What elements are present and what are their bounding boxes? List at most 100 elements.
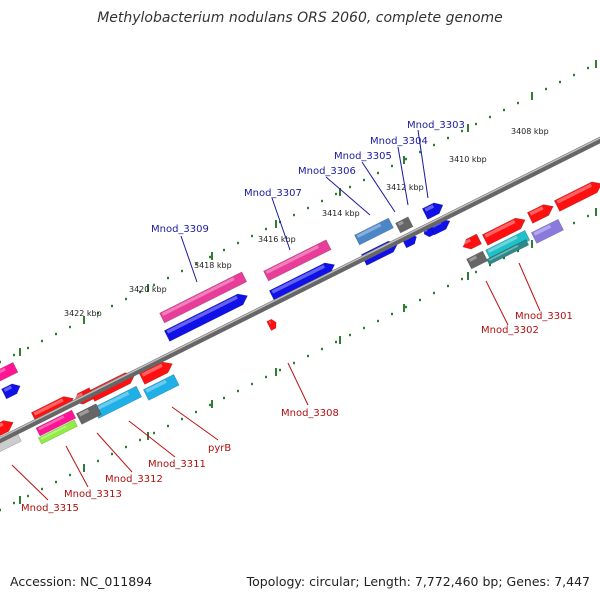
gene-feature-mnod-3301a bbox=[485, 230, 531, 261]
gene-feature-mnod-3303 bbox=[421, 202, 444, 220]
gene-label-mnod-3315[interactable]: Mnod_3315 bbox=[21, 503, 79, 514]
gene-feature-mnod-3305-edge bbox=[395, 216, 414, 234]
gene-feature-mnod-3307-body bbox=[269, 262, 335, 302]
gene-feature-mnod-3307-edge bbox=[268, 262, 336, 302]
scale-label-3418: 3418 kbp bbox=[194, 261, 232, 270]
gene-feature-mnod-3307-shine bbox=[271, 264, 325, 294]
gene-label-mnod-3313[interactable]: Mnod_3313 bbox=[64, 489, 122, 500]
gene-feature-mnod-3301c-body bbox=[531, 219, 564, 244]
gene-feature-mnod-3313-shine bbox=[33, 398, 64, 416]
gene-feature-pyrb-shine bbox=[141, 363, 163, 377]
gene-feature-mnod-3302b-shine bbox=[468, 255, 478, 262]
gene-feature-mnod-3315 bbox=[0, 420, 14, 440]
gene-feature-left-pink bbox=[0, 361, 19, 384]
gene-label-pyrb[interactable]: pyrB bbox=[208, 443, 231, 454]
gene-label-mnod-3303[interactable]: Mnod_3303 bbox=[407, 120, 465, 131]
genome-backbone bbox=[0, 136, 600, 444]
label-leaders bbox=[11, 129, 541, 501]
gene-feature-mnod-3306-shine bbox=[356, 223, 382, 238]
gene-feature-left-blue-edge bbox=[1, 383, 21, 400]
gene-feature-mnod-3307-upper bbox=[263, 239, 332, 282]
gene-feature-mnod-3303-body bbox=[422, 202, 443, 220]
gene-feature-mnod-3313b-edge bbox=[35, 409, 77, 437]
gene-feature-mnod-3315-body bbox=[0, 420, 14, 440]
gene-feature-mnod-3313b bbox=[35, 409, 77, 437]
leader-mnod-3309 bbox=[180, 235, 198, 283]
gene-feature-mnod-3312b-body bbox=[76, 403, 102, 425]
gene-feature-mnod-3305-body bbox=[395, 216, 413, 233]
gene-feature-mnod-3311-edge bbox=[88, 372, 136, 402]
gene-feature-mnod-3303-shine bbox=[424, 204, 435, 212]
gene-feature-mnod-3309-body bbox=[164, 293, 248, 342]
gene-feature-left-pink-body bbox=[0, 362, 18, 383]
gene-feature-mnod-3301b-shine bbox=[488, 245, 519, 261]
leader-mnod-3301 bbox=[518, 262, 541, 312]
leader-mnod-3303 bbox=[417, 129, 429, 199]
leader-mnod-3311 bbox=[128, 420, 176, 458]
gene-feature-mnod-3308-edge bbox=[266, 318, 277, 331]
gene-label-mnod-3301[interactable]: Mnod_3301 bbox=[515, 311, 573, 322]
gene-feature-red-2-edge bbox=[526, 204, 554, 224]
gene-label-mnod-3311[interactable]: Mnod_3311 bbox=[148, 459, 206, 470]
gene-feature-left-blue bbox=[1, 383, 21, 400]
gene-feature-mnod-3313c bbox=[38, 419, 78, 445]
gene-feature-mnod-3308-body bbox=[266, 319, 277, 331]
gene-feature-mnod-3313b-shine bbox=[38, 415, 65, 431]
leader-mnod-3306 bbox=[325, 176, 371, 216]
leader-mnod-3304 bbox=[397, 146, 409, 206]
gene-feature-red-2 bbox=[526, 204, 554, 224]
gene-label-mnod-3306[interactable]: Mnod_3306 bbox=[298, 166, 356, 177]
gene-feature-mnod-3301c-edge bbox=[530, 218, 564, 244]
gene-feature-mnod-3308 bbox=[266, 318, 277, 331]
scale-label-3420: 3420 kbp bbox=[129, 285, 167, 294]
gene-feature-left-pink-edge bbox=[0, 361, 19, 384]
gene-feature-mnod-3301a-edge bbox=[485, 230, 531, 261]
gene-label-mnod-3307[interactable]: Mnod_3307 bbox=[244, 188, 302, 199]
gene-label-mnod-3302[interactable]: Mnod_3302 bbox=[481, 325, 539, 336]
gene-feature-mnod-3309-edge bbox=[163, 293, 248, 342]
gene-feature-mnod-3306b-edge bbox=[360, 240, 399, 266]
gene-feature-pyrb-lower-shine bbox=[145, 379, 167, 393]
gene-feature-mnod-3301b-body bbox=[486, 239, 529, 265]
gene-feature-mnod-3313c-body bbox=[38, 419, 78, 445]
leader-mnod-3315 bbox=[11, 464, 49, 501]
gene-feature-mnod-3306-body bbox=[354, 218, 394, 245]
gene-labels: Mnod_3303 Mnod_3304 Mnod_3305 Mnod_3306 … bbox=[21, 120, 573, 514]
gene-feature-mnod-3313c-shine bbox=[40, 425, 67, 440]
gene-feature-pyrb-lower-edge bbox=[142, 374, 180, 401]
gene-feature-red-1 bbox=[481, 217, 526, 246]
gene-feature-red-1-edge bbox=[481, 217, 526, 246]
leader-mnod-3305 bbox=[361, 161, 396, 213]
gene-feature-mnod-3309 bbox=[163, 293, 248, 342]
gene-feature-mnod-3312-shine bbox=[73, 392, 84, 400]
scale-label-3422: 3422 kbp bbox=[64, 309, 102, 318]
gene-feature-mnod-3305 bbox=[395, 216, 414, 234]
gene-label-mnod-3309[interactable]: Mnod_3309 bbox=[151, 224, 209, 235]
gene-feature-mnod-3313c-edge bbox=[38, 419, 78, 445]
gene-feature-mnod-3312b bbox=[75, 403, 102, 425]
leader-mnod-3312 bbox=[96, 432, 133, 473]
leader-mnod-3302 bbox=[485, 280, 509, 326]
backbone-highlight bbox=[0, 137, 600, 439]
gene-feature-pyrb-lower-body bbox=[143, 374, 180, 401]
gene-feature-left-pink-shine bbox=[0, 367, 6, 376]
gene-feature-mnod-3311-lower-body bbox=[93, 386, 142, 419]
gene-label-mnod-3304[interactable]: Mnod_3304 bbox=[370, 136, 428, 147]
scale-label-3414: 3414 kbp bbox=[322, 209, 360, 218]
gene-feature-mnod-3308-shine bbox=[268, 320, 272, 325]
backbone-line bbox=[0, 136, 600, 444]
gene-label-mnod-3308[interactable]: Mnod_3308 bbox=[281, 408, 339, 419]
gene-feature-red-3-edge bbox=[553, 181, 600, 212]
accession-text: Accession: NC_011894 bbox=[10, 574, 153, 589]
gene-feature-left-blue-body bbox=[1, 383, 21, 399]
gene-feature-mnod-3309-upper-body bbox=[159, 271, 247, 323]
gene-label-mnod-3305[interactable]: Mnod_3305 bbox=[334, 151, 392, 162]
gene-label-mnod-3312[interactable]: Mnod_3312 bbox=[105, 474, 163, 485]
gene-feature-mnod-3312b-shine bbox=[78, 409, 90, 417]
gene-feature-mnod-3315-shine bbox=[0, 422, 4, 432]
gene-feature-left-blue-shine bbox=[3, 385, 13, 392]
gene-feature-red-3-body bbox=[554, 181, 600, 212]
gene-feature-mnod-3302 bbox=[462, 233, 482, 250]
map-title: Methylobacterium nodulans ORS 2060, comp… bbox=[97, 10, 503, 26]
